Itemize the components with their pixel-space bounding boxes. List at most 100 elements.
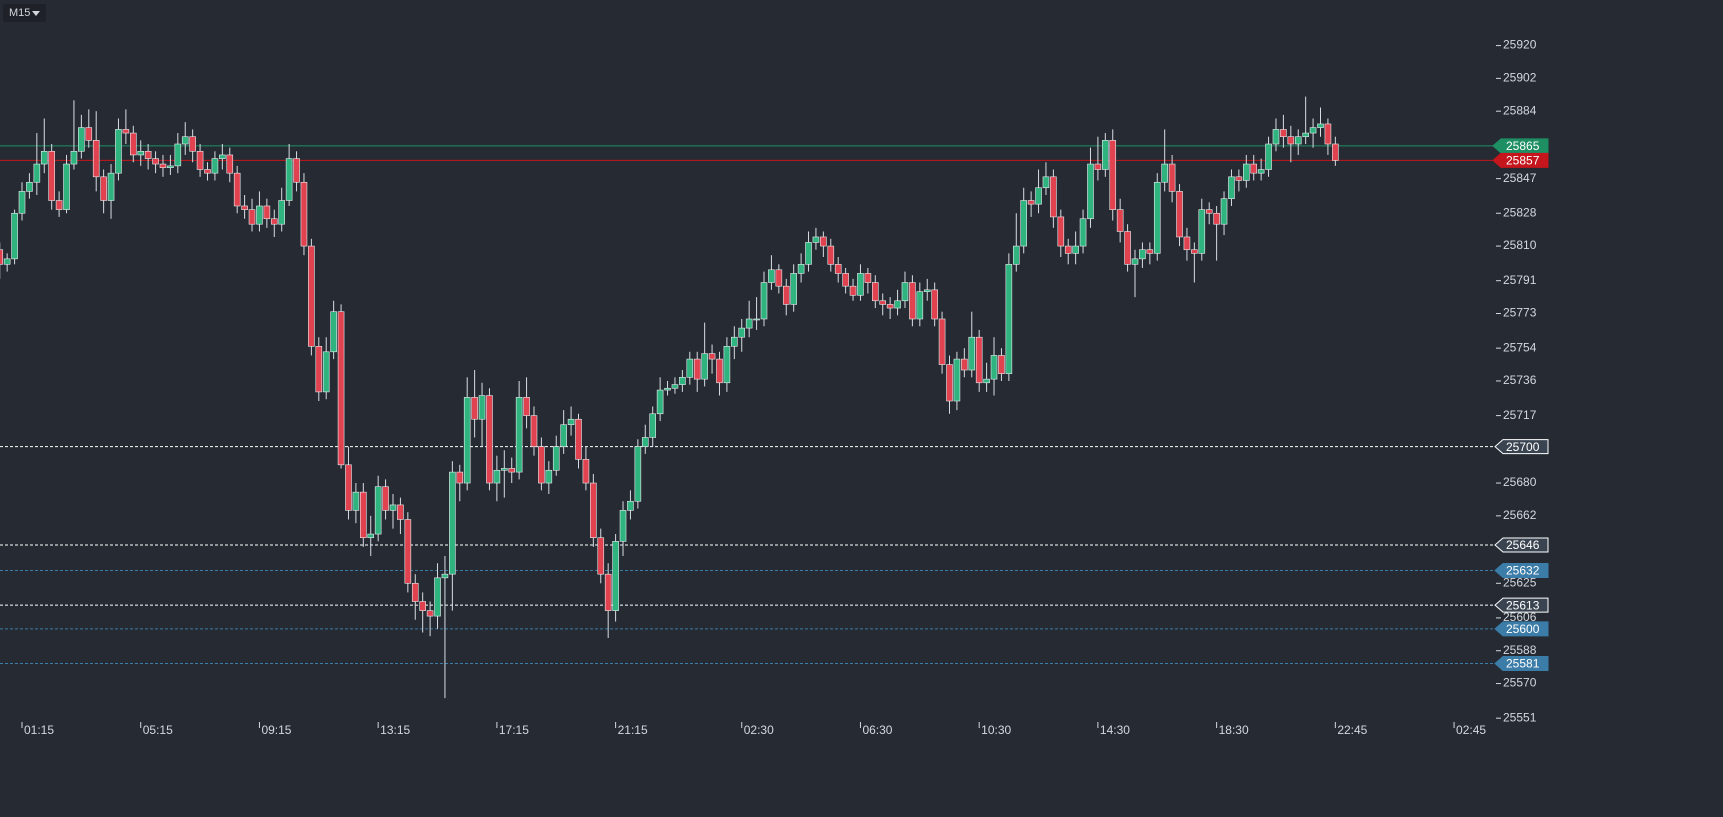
candle-body bbox=[649, 413, 657, 438]
candle-body bbox=[40, 150, 48, 165]
candle-body bbox=[871, 282, 879, 302]
x-tick-label: 02:30 bbox=[744, 723, 774, 737]
candle-body bbox=[990, 355, 998, 380]
price-badge bbox=[1494, 655, 1549, 671]
candle-body bbox=[449, 471, 456, 575]
x-tick-label: 05:15 bbox=[143, 723, 173, 737]
candle-body bbox=[998, 355, 1005, 374]
y-tick-label: 25606 bbox=[1503, 610, 1537, 624]
candle-body bbox=[693, 358, 701, 380]
candle-body bbox=[219, 154, 226, 159]
candle-body bbox=[590, 482, 597, 539]
x-tick-label: 22:45 bbox=[1337, 723, 1367, 737]
x-tick-label: 21:15 bbox=[618, 723, 648, 737]
candle-body bbox=[26, 181, 33, 192]
candle-body bbox=[1324, 123, 1332, 145]
candle-body bbox=[641, 437, 649, 447]
candle-body bbox=[463, 397, 471, 484]
candle-body bbox=[864, 273, 872, 283]
candle-body bbox=[1265, 143, 1272, 170]
candle-body bbox=[107, 172, 115, 201]
candle-body bbox=[1287, 136, 1295, 145]
candle-body bbox=[612, 541, 619, 611]
price-badge bbox=[1494, 537, 1549, 553]
candle-body bbox=[1109, 140, 1117, 210]
candle-body bbox=[63, 163, 70, 210]
candle-body bbox=[92, 140, 100, 178]
candle-body bbox=[886, 304, 894, 309]
candle-body bbox=[975, 336, 983, 384]
candle-body bbox=[389, 504, 397, 511]
candle-body bbox=[322, 351, 330, 393]
candle-body bbox=[397, 504, 404, 520]
candle-body bbox=[604, 573, 612, 611]
candle-body bbox=[1243, 163, 1250, 181]
candle-body bbox=[78, 127, 85, 152]
candle-body bbox=[834, 264, 842, 274]
candle-body bbox=[411, 582, 419, 602]
timeframe-button[interactable]: M15 bbox=[3, 4, 47, 22]
price-badge-label: 25865 bbox=[1506, 139, 1540, 153]
candle-body bbox=[575, 418, 582, 460]
dropdown-caret bbox=[32, 10, 41, 16]
candle-body bbox=[515, 397, 523, 473]
candle-body bbox=[523, 397, 530, 416]
candle-body bbox=[189, 136, 196, 152]
candle-body bbox=[419, 601, 426, 611]
y-tick-label: 25570 bbox=[1503, 676, 1537, 690]
candle-body bbox=[857, 273, 864, 296]
candle-body bbox=[70, 150, 78, 165]
candle-body bbox=[241, 205, 248, 210]
candle-body bbox=[686, 358, 694, 378]
candle-body bbox=[337, 311, 345, 466]
candle-body bbox=[1176, 191, 1183, 238]
candle-body bbox=[345, 464, 352, 511]
candle-body bbox=[619, 510, 627, 542]
price-badge bbox=[1494, 597, 1549, 613]
candle-body bbox=[1257, 169, 1265, 174]
candle-body bbox=[211, 158, 219, 174]
candle-body bbox=[115, 129, 122, 174]
candle-body bbox=[493, 469, 501, 484]
candle-body bbox=[1079, 218, 1087, 247]
candle-body bbox=[382, 486, 389, 511]
candle-body bbox=[931, 289, 938, 320]
candle-body bbox=[404, 519, 412, 584]
y-tick-label: 25551 bbox=[1503, 710, 1537, 724]
price-badge-label: 25646 bbox=[1506, 538, 1540, 552]
candle-body bbox=[1183, 236, 1191, 251]
candle-body bbox=[367, 533, 375, 539]
candle-body bbox=[55, 200, 63, 210]
x-tick-label: 18:30 bbox=[1219, 723, 1249, 737]
candle-body bbox=[270, 218, 278, 225]
candle-body bbox=[1020, 200, 1028, 247]
x-tick-label: 06:30 bbox=[862, 723, 892, 737]
candle-body bbox=[768, 269, 775, 283]
candle-body bbox=[233, 172, 241, 207]
candle-body bbox=[167, 165, 174, 168]
candle-body bbox=[842, 273, 849, 287]
x-tick-label: 10:30 bbox=[981, 723, 1011, 737]
price-badge-label: 25857 bbox=[1506, 154, 1540, 168]
candle-body bbox=[196, 150, 204, 170]
candle-body bbox=[1220, 198, 1228, 225]
y-tick-label: 25736 bbox=[1503, 373, 1537, 387]
candle-body bbox=[130, 132, 137, 156]
candle-body bbox=[18, 191, 26, 214]
candle-body bbox=[1094, 163, 1102, 170]
y-tick-label: 25902 bbox=[1503, 71, 1537, 85]
y-tick-label: 25625 bbox=[1503, 575, 1537, 589]
candle-body bbox=[1131, 258, 1139, 265]
candle-body bbox=[1064, 245, 1072, 254]
candle-body bbox=[983, 378, 990, 384]
candle-body bbox=[159, 163, 167, 168]
candle-body bbox=[3, 258, 11, 265]
candle-body bbox=[471, 397, 478, 420]
candle-body bbox=[256, 205, 263, 225]
price-badge bbox=[1492, 138, 1549, 154]
candle-body bbox=[968, 336, 976, 371]
candle-body bbox=[545, 469, 553, 484]
candle-body bbox=[1198, 209, 1206, 254]
